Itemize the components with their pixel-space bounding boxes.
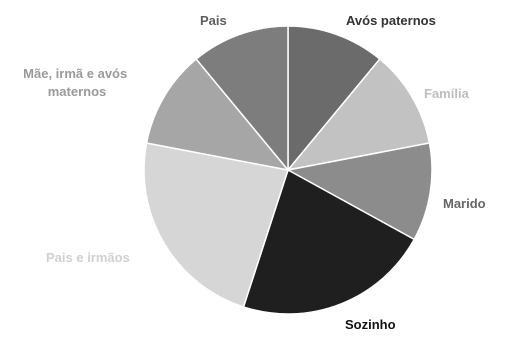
pie-slice-familia [286, 57, 431, 172]
label-familia: Família [424, 86, 470, 101]
pie-slice-marido [285, 142, 433, 241]
label-marido: Marido [443, 196, 486, 211]
pie-slice-sozinho [242, 168, 416, 315]
pie-slice-mae-irma-e-avos-maternos [145, 57, 290, 172]
pie-slice-pais [195, 25, 289, 173]
label-mae-irma-avos-maternos-line1: Mãe, irmã e avós [23, 66, 127, 81]
label-mae-irma-avos-maternos-line2: maternos [48, 84, 107, 99]
label-mae-irma-avos-maternos: Mãe, irmã e avós maternos [23, 66, 131, 99]
pie-slice-pais-e-irmaos [143, 142, 289, 308]
label-sozinho: Sozinho [345, 317, 396, 332]
pie-slice-avos-paternos [287, 25, 381, 173]
pie-slices [143, 25, 433, 315]
label-pais-e-irmaos: Pais e irmãos [46, 250, 130, 265]
label-pais: Pais [200, 13, 227, 28]
label-avos-paternos: Avós paternos [346, 13, 436, 28]
pie-labels: Avós paternos Família Marido Sozinho Pai… [23, 13, 486, 332]
